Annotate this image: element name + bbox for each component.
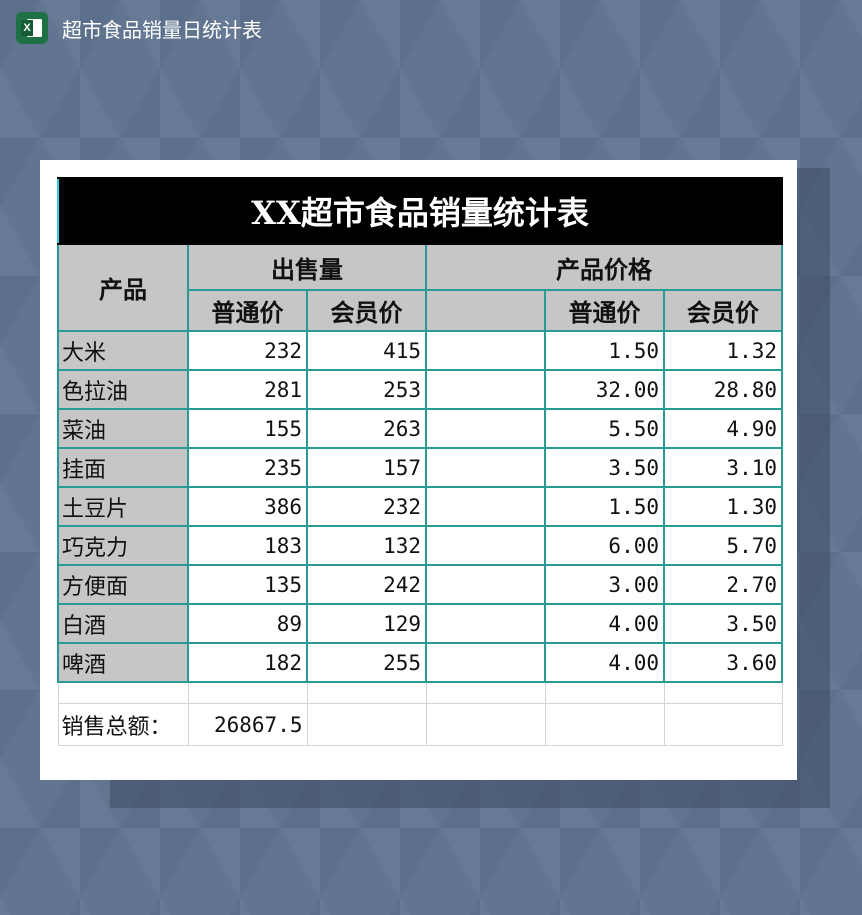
sales-regular[interactable]: 155 [187,408,308,449]
table-row: 色拉油 281 253 32.00 28.80 [57,369,783,410]
excel-icon: X [16,12,48,44]
table-row: 方便面 135 242 3.00 2.70 [57,564,783,605]
sales-table: XX超市食品销量统计表 产品 出售量 产品价格 普通价 会员价 普通价 会员价 … [57,177,783,746]
total-row: 销售总额： 26867.5 [57,703,783,746]
empty-cell[interactable] [425,330,546,371]
price-member[interactable]: 3.60 [663,642,783,683]
sales-regular[interactable]: 232 [187,330,308,371]
table-row: 白酒 89 129 4.00 3.50 [57,603,783,644]
header-price-member[interactable]: 会员价 [663,289,783,332]
sales-regular[interactable]: 89 [187,603,308,644]
sales-regular[interactable]: 386 [187,486,308,527]
cell[interactable] [57,681,189,704]
price-member[interactable]: 28.80 [663,369,783,410]
table-row: 土豆片 386 232 1.50 1.30 [57,486,783,527]
empty-cell[interactable] [425,486,546,527]
sales-member[interactable]: 263 [306,408,427,449]
header-price-regular[interactable]: 普通价 [544,289,665,332]
price-regular[interactable]: 4.00 [544,603,665,644]
product-name[interactable]: 白酒 [57,603,189,644]
table-row: 大米 232 415 1.50 1.32 [57,330,783,371]
price-regular[interactable]: 3.50 [544,447,665,488]
sales-regular[interactable]: 135 [187,564,308,605]
sheet-title[interactable]: XX超市食品销量统计表 [57,177,783,245]
sales-regular[interactable]: 183 [187,525,308,566]
app-title: 超市食品销量日统计表 [62,17,262,42]
product-name[interactable]: 菜油 [57,408,189,449]
product-name[interactable]: 啤酒 [57,642,189,683]
product-name[interactable]: 巧克力 [57,525,189,566]
sales-member[interactable]: 132 [306,525,427,566]
table-row: 啤酒 182 255 4.00 3.60 [57,642,783,683]
empty-cell[interactable] [425,369,546,410]
sales-member[interactable]: 415 [306,330,427,371]
table-row: 挂面 235 157 3.50 3.10 [57,447,783,488]
sales-member[interactable]: 242 [306,564,427,605]
header-sales-regular[interactable]: 普通价 [187,289,308,332]
sales-member[interactable]: 253 [306,369,427,410]
price-member[interactable]: 1.32 [663,330,783,371]
price-regular[interactable]: 1.50 [544,486,665,527]
product-name[interactable]: 方便面 [57,564,189,605]
price-regular[interactable]: 32.00 [544,369,665,410]
cell[interactable] [663,681,783,704]
cell[interactable] [306,703,427,746]
header-empty[interactable] [425,289,546,332]
header-sales-member[interactable]: 会员价 [306,289,427,332]
price-regular[interactable]: 3.00 [544,564,665,605]
total-value[interactable]: 26867.5 [187,703,308,746]
product-name[interactable]: 挂面 [57,447,189,488]
empty-cell[interactable] [425,525,546,566]
empty-cell[interactable] [425,642,546,683]
cell[interactable] [425,681,546,704]
product-name[interactable]: 大米 [57,330,189,371]
header-sales[interactable]: 出售量 [187,243,427,291]
cell[interactable] [544,681,665,704]
cell[interactable] [425,703,546,746]
sales-regular[interactable]: 281 [187,369,308,410]
cell[interactable] [544,703,665,746]
price-regular[interactable]: 4.00 [544,642,665,683]
price-member[interactable]: 3.10 [663,447,783,488]
price-member[interactable]: 2.70 [663,564,783,605]
product-name[interactable]: 土豆片 [57,486,189,527]
sales-member[interactable]: 232 [306,486,427,527]
sales-member[interactable]: 255 [306,642,427,683]
cell[interactable] [663,703,783,746]
price-member[interactable]: 3.50 [663,603,783,644]
price-member[interactable]: 1.30 [663,486,783,527]
price-member[interactable]: 4.90 [663,408,783,449]
header-product[interactable]: 产品 [57,243,189,332]
total-label[interactable]: 销售总额： [57,703,189,746]
empty-cell[interactable] [425,603,546,644]
sales-member[interactable]: 129 [306,603,427,644]
empty-cell[interactable] [425,447,546,488]
spreadsheet-card: XX超市食品销量统计表 产品 出售量 产品价格 普通价 会员价 普通价 会员价 … [40,160,797,780]
price-regular[interactable]: 5.50 [544,408,665,449]
sales-member[interactable]: 157 [306,447,427,488]
price-member[interactable]: 5.70 [663,525,783,566]
empty-cell[interactable] [425,408,546,449]
price-regular[interactable]: 6.00 [544,525,665,566]
table-row: 菜油 155 263 5.50 4.90 [57,408,783,449]
cell[interactable] [306,681,427,704]
header-price[interactable]: 产品价格 [425,243,783,291]
sales-regular[interactable]: 235 [187,447,308,488]
table-row: 巧克力 183 132 6.00 5.70 [57,525,783,566]
price-regular[interactable]: 1.50 [544,330,665,371]
cell[interactable] [187,681,308,704]
sales-regular[interactable]: 182 [187,642,308,683]
empty-cell[interactable] [425,564,546,605]
product-name[interactable]: 色拉油 [57,369,189,410]
title-bar: X 超市食品销量日统计表 [16,12,262,44]
